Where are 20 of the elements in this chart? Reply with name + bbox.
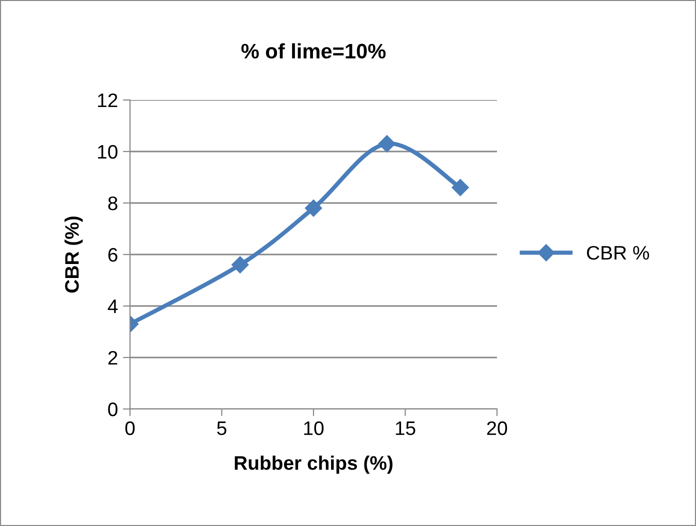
legend-label: CBR %	[586, 246, 650, 260]
point	[378, 135, 396, 152]
y-tick-label: 6	[108, 248, 118, 262]
x-tick-label: 15	[396, 422, 416, 436]
point	[452, 179, 469, 196]
x-axis-title: Rubber chips (%)	[234, 456, 392, 474]
point	[304, 200, 322, 217]
chart-title: % of lime=10%	[241, 43, 386, 59]
y-tick-label: 2	[108, 350, 118, 365]
y-tick-label: 4	[108, 300, 118, 314]
x-tick-label: 5	[217, 422, 226, 436]
y-axis-title: CBR (%)	[64, 216, 83, 293]
y-tick-label: 12	[98, 93, 118, 108]
y-tick-label: 8	[108, 196, 118, 210]
point	[232, 256, 249, 274]
x-tick-label: 20	[487, 421, 508, 436]
y-tick-label: 0	[108, 402, 118, 416]
y-tick-label: 10	[98, 144, 118, 159]
x-tick-label: 10	[304, 421, 324, 436]
x-tick-label: 0	[125, 421, 135, 436]
